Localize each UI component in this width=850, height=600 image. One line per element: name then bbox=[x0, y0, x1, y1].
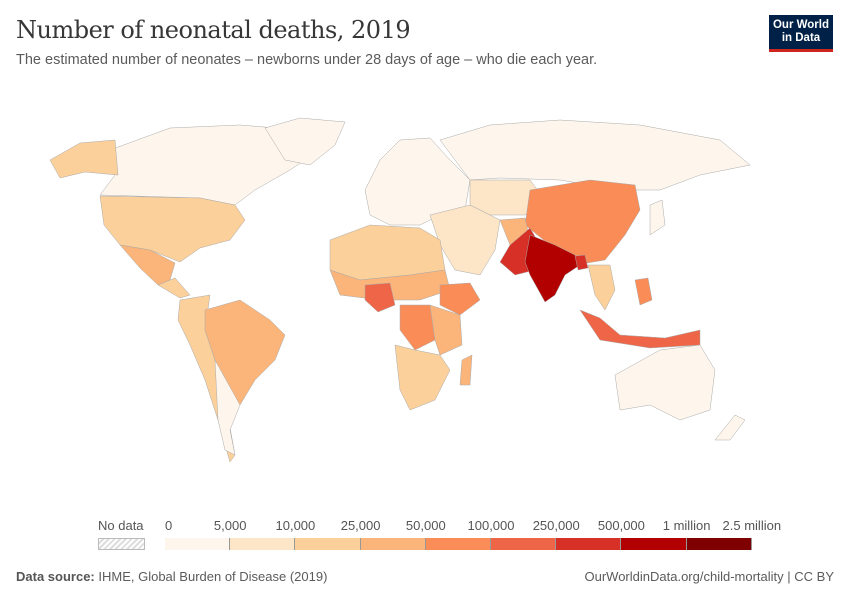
region-europe[interactable] bbox=[364, 137, 471, 226]
legend-tick-label: 250,000 bbox=[532, 518, 580, 533]
legend-tick-label: 2.5 million bbox=[722, 518, 782, 533]
legend-tick-label: 10,000 bbox=[275, 518, 316, 533]
region-philippines[interactable] bbox=[634, 277, 653, 306]
region-argentina[interactable] bbox=[214, 359, 241, 456]
legend-bin[interactable] bbox=[621, 538, 687, 550]
region-southeast-asia[interactable] bbox=[587, 264, 616, 311]
region-ethiopia[interactable] bbox=[439, 282, 481, 316]
no-data-label: No data bbox=[98, 518, 144, 533]
page-subtitle: The estimated number of neonates – newbo… bbox=[16, 52, 598, 68]
legend-tick-label: 100,000 bbox=[467, 518, 515, 533]
legend-bin[interactable] bbox=[556, 538, 622, 550]
region-china[interactable] bbox=[524, 179, 641, 266]
legend-tick-label: 50,000 bbox=[405, 518, 446, 533]
legend-bin[interactable] bbox=[165, 538, 231, 550]
region-india[interactable] bbox=[524, 234, 581, 303]
legend-tick-label: 0 bbox=[165, 518, 173, 533]
legend-tick-label: 500,000 bbox=[597, 518, 645, 533]
no-data-swatch bbox=[98, 538, 145, 550]
page-title: Number of neonatal deaths, 2019 bbox=[16, 16, 411, 44]
legend-bin[interactable] bbox=[425, 538, 491, 550]
world-map[interactable] bbox=[0, 80, 850, 510]
legend-tick-label: 1 million bbox=[662, 518, 711, 533]
legend-bin[interactable] bbox=[230, 538, 296, 550]
legend-bin[interactable] bbox=[360, 538, 426, 550]
region-nigeria[interactable] bbox=[364, 282, 396, 313]
region-bangladesh[interactable] bbox=[574, 254, 589, 271]
data-source: Data source: IHME, Global Burden of Dise… bbox=[16, 569, 328, 584]
region-north-africa[interactable] bbox=[329, 224, 446, 281]
region-madagascar[interactable] bbox=[459, 354, 473, 386]
region-indonesia[interactable] bbox=[579, 309, 701, 349]
legend-bin[interactable] bbox=[491, 538, 557, 550]
region-drc[interactable] bbox=[399, 304, 436, 351]
legend-bin[interactable] bbox=[686, 538, 752, 550]
region-usa[interactable] bbox=[99, 195, 246, 263]
legend-tick-label: 5,000 bbox=[213, 518, 247, 533]
region-australia[interactable] bbox=[614, 344, 716, 421]
region-new-zealand[interactable] bbox=[714, 414, 746, 441]
map-legend: No data 0 5,000 10,000 25,000 50,000 100,000 2… bbox=[0, 516, 850, 556]
region-japan[interactable] bbox=[649, 199, 666, 236]
region-alaska[interactable] bbox=[49, 139, 119, 179]
region-east-africa[interactable] bbox=[429, 304, 463, 356]
region-canada[interactable] bbox=[99, 124, 321, 206]
region-russia[interactable] bbox=[439, 119, 751, 191]
region-middle-east[interactable] bbox=[429, 204, 501, 276]
region-central-america[interactable] bbox=[157, 277, 191, 299]
owid-logo[interactable]: Our World in Data bbox=[769, 15, 833, 52]
region-southern-africa[interactable] bbox=[394, 344, 451, 411]
legend-tick-label: 25,000 bbox=[340, 518, 381, 533]
source-link[interactable]: OurWorldinData.org/child-mortality | CC … bbox=[584, 569, 835, 584]
legend-bin[interactable] bbox=[295, 538, 361, 550]
region-greenland[interactable] bbox=[264, 117, 346, 166]
